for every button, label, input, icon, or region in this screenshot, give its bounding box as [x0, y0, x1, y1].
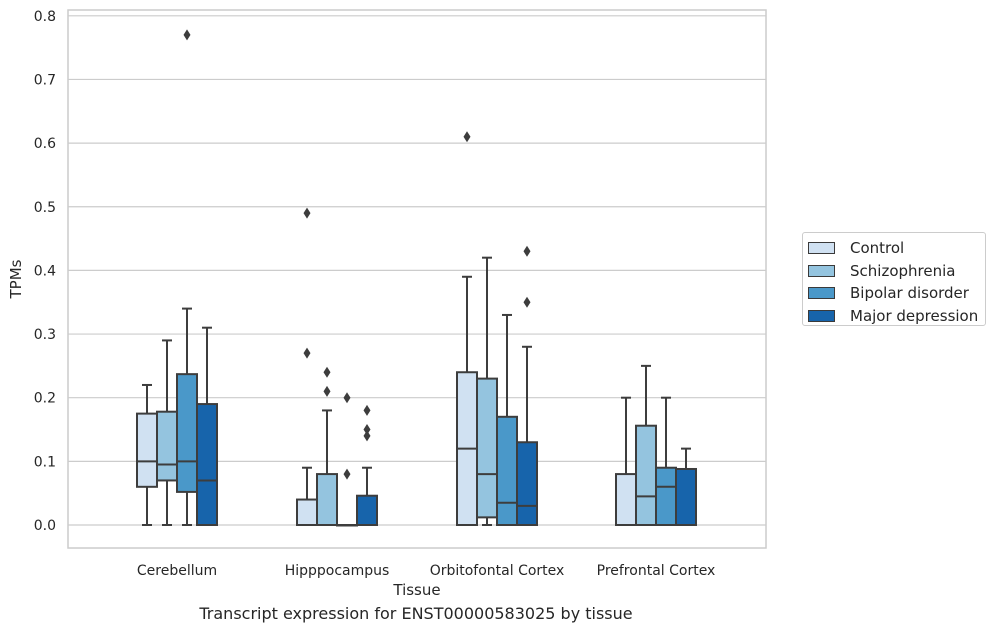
legend-swatch-bipolar-disorder [808, 287, 835, 300]
outlier-point [323, 385, 331, 397]
box-iqr [655, 466, 677, 526]
y-axis-ticks: 0.0 0.1 0.2 0.3 0.4 0.5 0.6 0.7 0.8 [34, 9, 56, 534]
x-tick-label: Orbitofontal Cortex [430, 563, 565, 579]
legend-swatch-major-depression [808, 309, 835, 322]
outlier-point [323, 366, 331, 378]
box-bipolar-disorder-0 [176, 29, 198, 526]
outlier-point [303, 347, 311, 359]
outlier-point [343, 468, 351, 480]
box-major-depression-0 [196, 326, 218, 526]
box-schizophrenia-0 [156, 339, 178, 526]
box-iqr [635, 424, 657, 526]
legend-item-bipolar-disorder: Bipolar disorder [808, 282, 985, 305]
box-major-depression-2 [516, 245, 538, 527]
outlier-point [183, 29, 191, 41]
y-tick-label: 0.1 [34, 454, 56, 470]
box-control-0 [136, 383, 158, 526]
box-iqr [156, 410, 178, 482]
legend-label-bipolar-disorder: Bipolar disorder [850, 284, 969, 303]
y-axis-label: TPMs [7, 259, 25, 299]
y-tick-label: 0.8 [34, 9, 56, 25]
x-tick-label: Cerebellum [137, 563, 217, 579]
x-axis-label: Tissue [392, 581, 440, 599]
x-tick-label: Hipppocampus [285, 563, 390, 579]
legend-item-major-depression: Major depression [808, 305, 985, 328]
box-iqr [136, 412, 158, 488]
legend-label-schizophrenia: Schizophrenia [850, 261, 956, 280]
box-iqr [476, 377, 498, 519]
x-tick-label: Prefrontal Cortex [597, 563, 716, 579]
box-bipolar-disorder-2 [496, 313, 518, 527]
box-control-1 [296, 207, 318, 527]
outlier-point [463, 131, 471, 143]
outlier-point [363, 404, 371, 416]
chart-title: Transcript expression for ENST0000058302… [199, 604, 633, 623]
box-series [136, 29, 697, 527]
box-bipolar-disorder-1 [336, 392, 358, 527]
outlier-point [523, 245, 531, 257]
y-tick-label: 0.7 [34, 72, 56, 88]
legend-item-control: Control [808, 237, 985, 260]
legend-label-major-depression: Major depression [850, 306, 979, 325]
box-control-2 [456, 131, 478, 526]
legend-swatch-control [808, 242, 835, 255]
box-iqr [675, 467, 697, 527]
outlier-point [303, 207, 311, 219]
y-tick-label: 0.6 [34, 136, 56, 152]
x-axis-ticks: Cerebellum Hipppocampus Orbitofontal Corte… [137, 563, 715, 579]
plot-frame [67, 9, 767, 549]
box-iqr [356, 494, 378, 527]
box-iqr [615, 473, 637, 526]
box-iqr [296, 498, 318, 527]
box-schizophrenia-2 [476, 256, 498, 526]
y-tick-label: 0.0 [34, 518, 56, 534]
box-major-depression-3 [675, 447, 697, 527]
y-tick-label: 0.5 [34, 200, 56, 216]
outlier-point [523, 296, 531, 308]
box-iqr [316, 473, 338, 526]
legend-swatch-schizophrenia [808, 264, 835, 277]
legend: Control Schizophrenia Bipolar disorder M… [802, 232, 986, 326]
outlier-point [363, 424, 371, 436]
outlier-point [343, 392, 351, 404]
y-tick-label: 0.2 [34, 391, 56, 407]
box-schizophrenia-3 [635, 364, 657, 526]
outlier-point [363, 430, 371, 442]
box-schizophrenia-1 [316, 366, 338, 526]
box-iqr [196, 403, 218, 526]
box-iqr [516, 441, 538, 527]
y-tick-label: 0.3 [34, 327, 56, 343]
legend-item-schizophrenia: Schizophrenia [808, 260, 985, 283]
box-major-depression-1 [356, 404, 378, 527]
box-iqr [176, 373, 198, 493]
box-iqr [496, 415, 518, 527]
y-tick-label: 0.4 [34, 263, 56, 279]
legend-label-control: Control [850, 239, 905, 258]
